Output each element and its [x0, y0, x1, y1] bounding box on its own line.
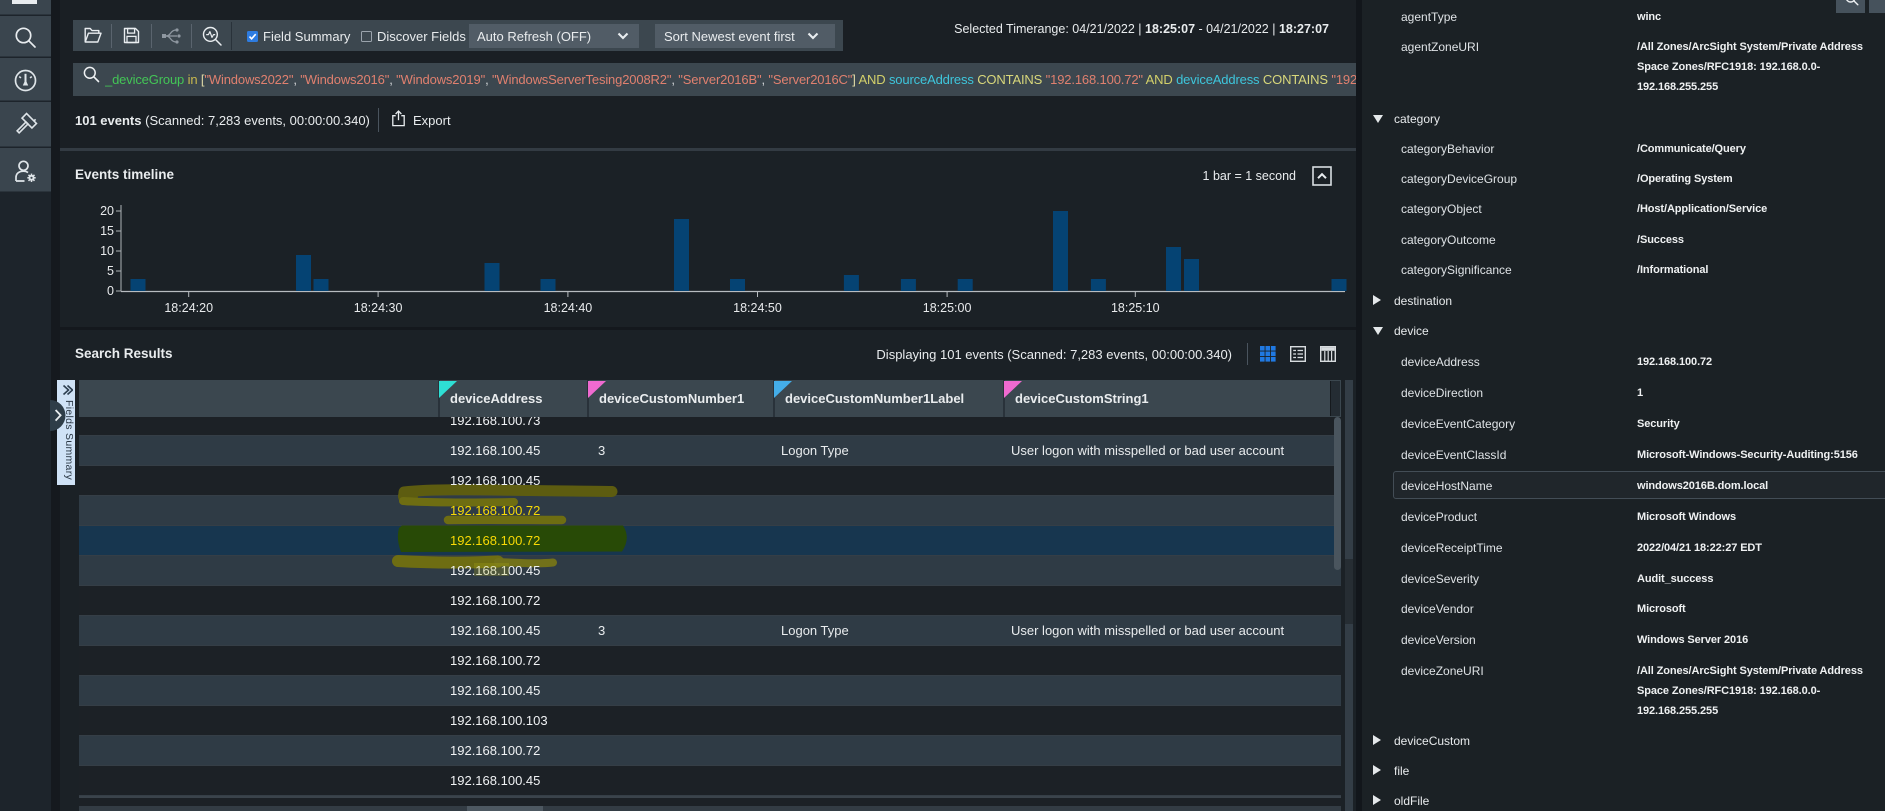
svg-text:18:24:20: 18:24:20: [164, 301, 213, 315]
svg-text:18:24:30: 18:24:30: [354, 301, 403, 315]
svg-text:20: 20: [100, 204, 114, 218]
svg-text:5: 5: [107, 264, 114, 278]
svg-text:0: 0: [107, 284, 114, 298]
svg-text:15: 15: [100, 224, 114, 238]
svg-text:18:24:50: 18:24:50: [733, 301, 782, 315]
svg-text:10: 10: [100, 244, 114, 258]
svg-text:18:24:40: 18:24:40: [544, 301, 593, 315]
svg-text:18:25:00: 18:25:00: [923, 301, 972, 315]
svg-text:18:25:10: 18:25:10: [1111, 301, 1160, 315]
